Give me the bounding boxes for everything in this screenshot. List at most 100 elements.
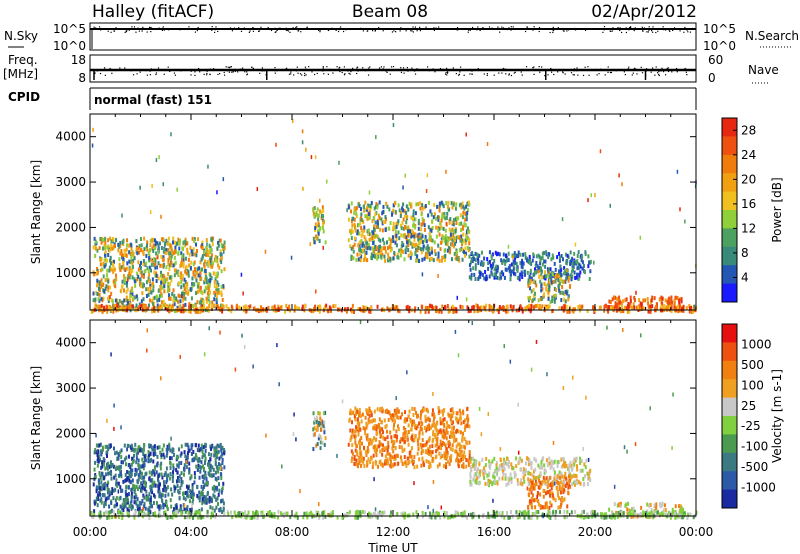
power-echo-cell <box>451 205 454 210</box>
power-echo-cell <box>100 278 103 283</box>
velocity-echo-cell <box>377 424 380 429</box>
velocity-echo-cell <box>391 418 394 423</box>
velocity-echo-cell <box>379 433 382 438</box>
power-echo-cell <box>369 246 372 251</box>
power-echo-cell <box>256 187 259 192</box>
power-echo-cell <box>360 218 363 223</box>
power-echo-cell <box>451 233 454 238</box>
power-echo-cell <box>345 309 348 314</box>
power-echo-cell <box>242 291 244 296</box>
velocity-echo-cell <box>154 451 157 456</box>
power-echo-cell <box>515 254 518 259</box>
power-echo-cell <box>442 226 445 231</box>
power-echo-cell <box>433 240 436 245</box>
velocity-echo-cell <box>393 423 396 428</box>
power-echo-cell <box>192 247 195 252</box>
power-echo-cell <box>666 299 669 304</box>
power-echo-cell <box>197 273 200 278</box>
power-echo-cell <box>142 274 145 279</box>
power-echo-cell <box>160 214 162 219</box>
velocity-echo-cell <box>545 501 548 506</box>
velocity-echo-cell <box>188 448 191 453</box>
power-echo-cell <box>377 249 380 254</box>
power-echo-cell <box>592 305 595 310</box>
velocity-echo-cell <box>436 464 439 469</box>
velocity-echo-cell <box>188 467 191 472</box>
freq-panel: Freq. [MHz] 18 8 Nave 60 0 <box>3 53 779 85</box>
velocity-echo-cell <box>501 476 504 481</box>
power-echo-cell <box>161 280 164 285</box>
velocity-echo-cell <box>115 482 118 487</box>
power-echo-cell <box>393 306 396 311</box>
power-echo-cell <box>186 285 189 290</box>
power-echo-cell <box>368 309 371 314</box>
power-echo-cell <box>242 307 245 312</box>
power-echo-cell <box>362 257 365 262</box>
power-echo-cell <box>131 286 134 291</box>
power-echo-cell <box>147 292 150 297</box>
velocity-echo-cell <box>452 438 455 443</box>
velocity-echo-cell <box>144 453 147 458</box>
power-echo-cell <box>464 251 467 256</box>
power-echo-cell <box>435 225 438 230</box>
power-echo-cell <box>452 222 455 227</box>
velocity-echo-cell <box>374 426 377 431</box>
power-echo-cell <box>101 267 104 272</box>
power-echo-cell <box>512 255 514 260</box>
power-echo-cell <box>201 243 204 248</box>
velocity-echo-cell <box>520 467 523 472</box>
velocity-echo-cell <box>401 412 404 417</box>
power-echo-cell <box>111 262 114 267</box>
velocity-echo-cell <box>664 508 667 513</box>
power-echo-cell <box>217 243 220 248</box>
nsky-tick-top: 10^5 <box>53 22 86 36</box>
velocity-echo-cell <box>387 440 390 445</box>
power-echo-cell <box>532 288 535 293</box>
power-echo-cell <box>430 212 433 217</box>
power-echo-cell <box>215 297 218 302</box>
power-echo-cell <box>438 208 441 213</box>
power-echo-cell <box>210 306 213 311</box>
power-echo-cell <box>465 217 468 222</box>
power-echo-cell <box>213 303 216 308</box>
power-echo-cell <box>395 221 398 226</box>
power-echo-cell <box>351 229 354 234</box>
power-echo-cell <box>528 274 531 279</box>
power-echo-cell <box>437 225 440 230</box>
power-echo-cell <box>437 243 440 248</box>
power-echo-cell <box>397 255 400 260</box>
power-echo-cell <box>550 257 553 262</box>
velocity-echo-cell <box>190 446 193 451</box>
velocity-echo-cell <box>527 457 530 462</box>
power-echo-cell <box>498 276 501 281</box>
velocity-echo-cell <box>128 474 131 479</box>
power-echo-cell <box>181 254 184 259</box>
power-echo-cell <box>123 298 126 303</box>
velocity-echo-cell <box>222 506 225 511</box>
power-echo-cell <box>395 224 398 229</box>
power-echo-cell <box>400 233 403 238</box>
power-echo-cell <box>419 201 422 206</box>
power-echo-cell <box>133 295 136 300</box>
velocity-echo-cell <box>390 435 393 440</box>
velocity-echo-cell <box>135 460 138 465</box>
velocity-echo-cell <box>134 442 137 447</box>
power-echo-cell <box>487 266 490 271</box>
velocity-echo-cell <box>187 494 190 499</box>
velocity-echo-cell <box>138 504 141 509</box>
power-echo-cell <box>483 276 486 281</box>
power-echo-cell <box>515 266 518 271</box>
power-echo-cell <box>529 271 532 276</box>
velocity-echo-cell <box>350 435 353 440</box>
velocity-echo-cell <box>355 444 358 449</box>
power-echo-cell <box>197 237 200 242</box>
power-echo-cell <box>373 215 376 220</box>
power-echo-cell <box>424 204 427 209</box>
velocity-echo-cell <box>152 459 155 464</box>
velocity-echo-cell <box>323 420 326 425</box>
velocity-echo-cell <box>483 466 486 471</box>
velocity-echo-cell <box>421 409 424 414</box>
velocity-echo-cell <box>178 447 181 452</box>
power-echo-cell <box>521 309 524 314</box>
power-echo-cell <box>166 277 169 282</box>
